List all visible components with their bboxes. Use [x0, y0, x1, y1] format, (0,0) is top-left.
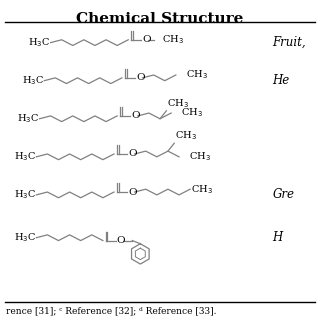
Text: O: O: [117, 236, 125, 245]
Text: Fruit,: Fruit,: [273, 36, 306, 49]
Text: CH$_3$: CH$_3$: [186, 68, 208, 81]
Text: O: O: [128, 188, 137, 196]
Text: H: H: [273, 231, 283, 244]
Text: O: O: [142, 35, 151, 44]
Text: CH$_3$: CH$_3$: [181, 107, 203, 119]
Text: H$_3$C: H$_3$C: [28, 36, 51, 49]
Text: Gre: Gre: [273, 188, 295, 201]
Text: Chemical Structure: Chemical Structure: [76, 12, 244, 27]
Text: CH$_3$: CH$_3$: [167, 97, 189, 110]
Text: He: He: [273, 74, 290, 87]
Text: H$_3$C: H$_3$C: [22, 74, 44, 87]
Text: H$_3$C: H$_3$C: [14, 188, 36, 201]
Text: O: O: [136, 73, 145, 82]
Text: CH$_3$: CH$_3$: [175, 129, 197, 142]
Text: O: O: [128, 149, 137, 158]
Text: H$_3$C: H$_3$C: [17, 112, 39, 125]
Text: H$_3$C: H$_3$C: [14, 150, 36, 163]
Text: CH$_3$: CH$_3$: [162, 33, 183, 46]
Text: CH$_3$: CH$_3$: [189, 150, 211, 163]
Text: H$_3$C: H$_3$C: [14, 231, 36, 244]
Text: O: O: [131, 111, 140, 120]
Text: CH$_3$: CH$_3$: [191, 183, 213, 196]
Text: rence [31]; ᶜ Reference [32]; ᵈ Reference [33].: rence [31]; ᶜ Reference [32]; ᵈ Referenc…: [6, 307, 217, 316]
